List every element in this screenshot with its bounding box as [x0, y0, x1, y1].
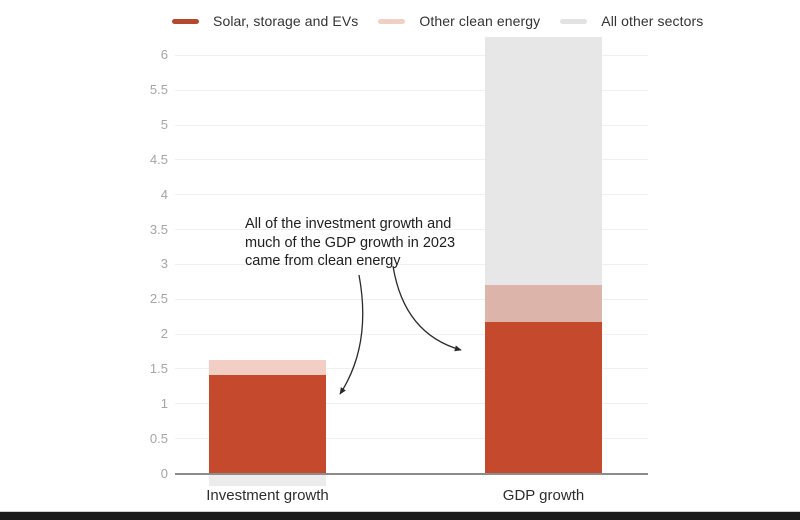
- bar-segment[interactable]: [485, 284, 602, 323]
- y-gridline: [175, 403, 648, 405]
- legend: Solar, storage and EVs Other clean energ…: [172, 12, 703, 30]
- bar-segment[interactable]: [209, 375, 326, 474]
- y-axis-tick-label: 1: [160, 395, 168, 411]
- x-axis-category-label: Investment growth: [206, 487, 329, 504]
- legend-item-all-other-sectors[interactable]: All other sectors: [560, 13, 703, 29]
- y-gridline: [175, 229, 648, 231]
- x-axis-line: [175, 472, 648, 475]
- y-axis-tick-label: 1.5: [149, 360, 168, 376]
- bar-segment[interactable]: [209, 359, 326, 376]
- y-gridline: [175, 194, 648, 196]
- y-axis-tick-label: 3.5: [149, 221, 168, 237]
- y-axis-tick-label: 4: [160, 186, 168, 202]
- y-gridline: [175, 54, 648, 56]
- y-gridline: [175, 438, 648, 440]
- annotation-line: came from clean energy: [245, 253, 401, 269]
- legend-swatch-icon: [560, 18, 588, 24]
- y-gridline: [175, 263, 648, 265]
- y-gridline: [175, 368, 648, 370]
- annotation: All of the investment growth and much of…: [245, 215, 455, 271]
- y-axis-tick-label: 3: [160, 256, 168, 272]
- y-gridline: [175, 89, 648, 91]
- y-axis-tick-label: 0.5: [149, 430, 168, 446]
- legend-label: Other clean energy: [419, 13, 541, 29]
- y-axis-tick-label: 2.5: [149, 291, 168, 307]
- y-axis-tick-label: 6: [160, 47, 168, 63]
- y-axis-tick-label: 5.5: [149, 82, 168, 98]
- window-bottom-edge: [0, 511, 800, 520]
- x-axis-category-label: GDP growth: [502, 487, 585, 504]
- legend-item-other-clean-energy[interactable]: Other clean energy: [378, 13, 540, 29]
- y-axis-tick-label: 0: [160, 465, 168, 481]
- legend-swatch-icon: [378, 18, 406, 24]
- bar-segment[interactable]: [485, 322, 602, 474]
- y-gridline: [175, 124, 648, 126]
- legend-item-solar-storage-evs[interactable]: Solar, storage and EVs: [172, 13, 358, 29]
- legend-label: Solar, storage and EVs: [213, 13, 359, 29]
- legend-swatch-icon: [172, 18, 199, 24]
- y-gridline: [175, 159, 648, 161]
- y-axis-tick-label: 4.5: [149, 151, 168, 167]
- annotation-line: much of the GDP growth in 2023: [245, 234, 456, 251]
- arrow-to-gdp-bar-icon: [392, 265, 462, 352]
- y-axis-tick-label: 5: [160, 117, 168, 133]
- bar-segment[interactable]: [485, 37, 602, 285]
- annotation-line: All of the investment growth and: [245, 216, 452, 232]
- bar-segment[interactable]: [209, 474, 326, 487]
- legend-label: All other sectors: [601, 13, 704, 29]
- y-axis-tick-label: 2: [160, 326, 168, 342]
